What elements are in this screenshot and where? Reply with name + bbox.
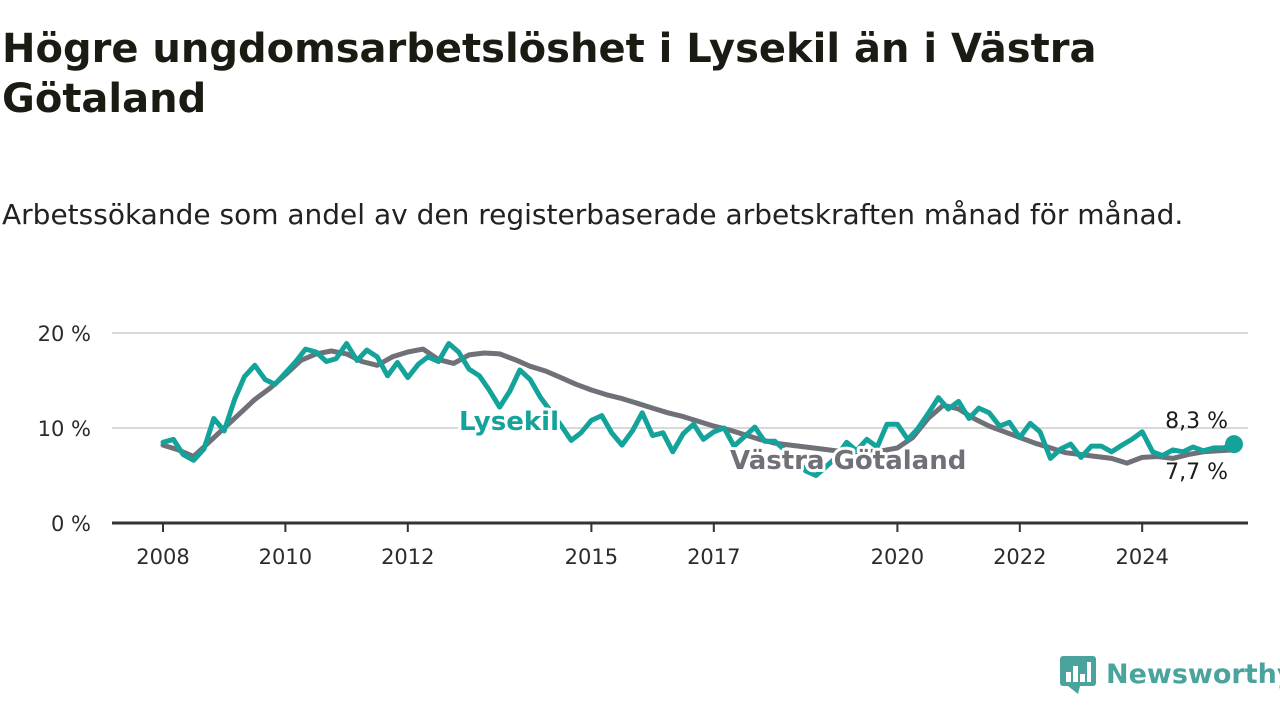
chart-subtitle: Arbetssökande som andel av den registerb…	[2, 198, 1184, 231]
y-tick-label: 0 %	[51, 512, 91, 536]
series-lines	[160, 341, 1237, 478]
newsworthy-logo: Newsworthy	[1060, 654, 1280, 694]
series-line-lysekil	[160, 341, 1237, 478]
x-tick-label: 2017	[687, 545, 740, 569]
lysekil-end-point	[1225, 435, 1243, 454]
lysekil-end-label: 8,3 %	[1165, 409, 1228, 434]
x-axis: 2008 2010 2012 2015 2017 2020 2022 2024	[112, 521, 1248, 569]
y-axis-labels: 0 % 10 % 20 %	[38, 322, 91, 536]
series-labels: 8,3 % 7,7 % Lysekil Västra Götaland	[456, 404, 1243, 485]
x-tick-label: 2012	[381, 545, 434, 569]
y-tick-label: 20 %	[38, 322, 91, 346]
x-tick-label: 2022	[993, 545, 1046, 569]
brand-name: Newsworthy	[1106, 658, 1280, 690]
x-tick-label: 2020	[871, 545, 924, 569]
chart-title: Högre ungdomsarbetslöshet i Lysekil än i…	[2, 26, 1097, 122]
vastra-gotaland-end-label: 7,7 %	[1165, 460, 1228, 485]
x-tick-label: 2008	[136, 545, 189, 569]
x-tick-label: 2010	[259, 545, 312, 569]
lysekil-series-label: Lysekil	[459, 407, 559, 437]
gridlines	[112, 332, 1248, 429]
x-tick-label: 2015	[565, 545, 618, 569]
newsworthy-logo-icon	[1060, 656, 1096, 694]
y-tick-label: 10 %	[38, 417, 91, 441]
x-tick-label: 2024	[1115, 545, 1168, 569]
vastra-gotaland-series-label: Västra Götaland	[730, 446, 966, 476]
